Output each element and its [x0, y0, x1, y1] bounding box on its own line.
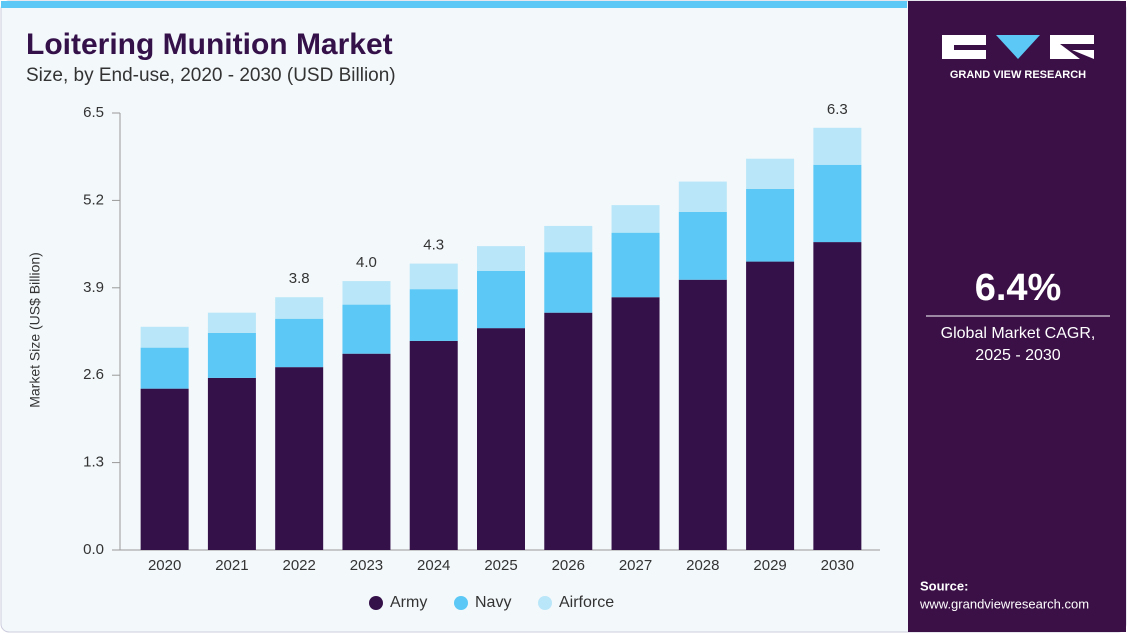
bar-segment: [611, 205, 660, 233]
bar-segment: [477, 270, 525, 329]
x-tick-label: 2030: [821, 557, 854, 574]
legend-swatch: [369, 596, 383, 610]
x-tick-label: 2024: [417, 557, 450, 574]
x-tick-label: 2023: [350, 557, 383, 574]
bar-segment: [275, 297, 324, 319]
x-tick-label: 2020: [148, 557, 181, 574]
bar-segment: [477, 328, 525, 550]
bar-segment: [611, 232, 660, 298]
x-tick-label: 2027: [619, 557, 652, 574]
bar-segment: [544, 225, 593, 253]
x-tick-label: 2028: [686, 557, 719, 574]
y-tick-label: 1.3: [83, 454, 104, 471]
legend-swatch: [538, 596, 552, 610]
brand: GRAND VIEW RESEARCH: [950, 69, 1086, 81]
chart-title: Loitering Munition Market: [26, 28, 393, 61]
bar-segment: [140, 326, 189, 348]
bar-segment: [342, 281, 391, 305]
total-label: 4.3: [423, 237, 444, 254]
y-axis-title: Market Size (US$ Billion): [27, 252, 43, 408]
bar-segment: [678, 279, 727, 550]
legend-label: Army: [390, 594, 427, 611]
bar-segment: [140, 347, 189, 389]
bar-segment: [746, 188, 795, 262]
legend-swatch: [454, 596, 468, 610]
y-tick-label: 3.9: [83, 279, 104, 296]
bar-segment: [207, 312, 256, 333]
bar-segment: [275, 367, 324, 550]
total-label: 6.3: [827, 101, 848, 118]
bar-segment: [477, 246, 525, 271]
y-tick-label: 6.5: [83, 104, 104, 121]
source: www.grandviewresearch.com: [919, 596, 1089, 611]
x-tick-label: 2026: [552, 557, 585, 574]
bar-segment: [678, 181, 727, 212]
cagr-label: Global Market CAGR,: [941, 325, 1096, 342]
y-tick-label: 0.0: [83, 541, 104, 558]
x-tick-label: 2022: [282, 557, 315, 574]
bar-segment: [611, 297, 660, 550]
bar-segment: [813, 242, 862, 551]
bar-segment: [409, 289, 458, 341]
total-label: 3.8: [289, 270, 310, 287]
bar-segment: [207, 377, 256, 550]
bar-segment: [409, 263, 458, 290]
legend-label: Airforce: [559, 594, 614, 611]
source-title: Source:: [920, 578, 968, 593]
bar-segment: [342, 304, 391, 354]
bar-segment: [544, 312, 593, 550]
bar-segment: [678, 211, 727, 280]
bar-segment: [813, 164, 862, 243]
bar-segment: [813, 127, 862, 165]
total-label: 4.0: [356, 254, 377, 271]
bar-segment: [746, 158, 795, 189]
y-tick-label: 2.6: [83, 366, 104, 383]
y-tick-label: 5.2: [83, 191, 104, 208]
chart-subtitle: Size, by End-use, 2020 - 2030 (USD Billi…: [26, 65, 396, 86]
x-tick-label: 2025: [484, 557, 517, 574]
legend-label: Navy: [475, 594, 511, 611]
bar-segment: [342, 353, 391, 550]
bar-segment: [746, 261, 795, 550]
bar-segment: [140, 388, 189, 550]
cagr-value: 6.4%: [975, 267, 1062, 309]
bar-segment: [544, 252, 593, 313]
top-stripe: [1, 1, 907, 8]
bar-segment: [275, 318, 324, 368]
bar-segment: [207, 332, 256, 378]
cagr-label: 2025 - 2030: [975, 347, 1061, 364]
logo: [942, 35, 1094, 59]
x-tick-label: 2029: [753, 557, 786, 574]
x-tick-label: 2021: [215, 557, 248, 574]
bar-segment: [409, 340, 458, 550]
